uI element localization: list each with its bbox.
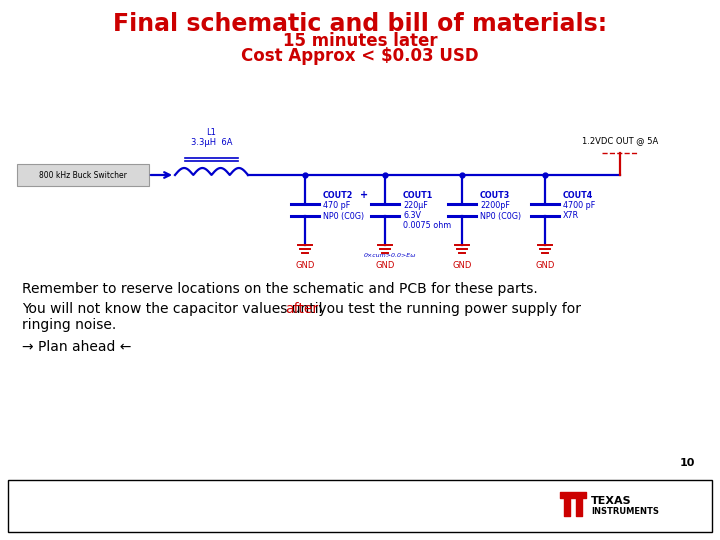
Text: 470 pF: 470 pF [323,201,350,211]
Text: 800 kHz Buck Switcher: 800 kHz Buck Switcher [39,171,127,179]
Text: 2200pF: 2200pF [480,201,510,211]
Text: GND: GND [375,261,395,270]
Text: INSTRUMENTS: INSTRUMENTS [591,508,659,516]
Text: 6.3V: 6.3V [403,212,421,220]
Text: 15 minutes later: 15 minutes later [283,32,437,50]
Text: NP0 (C0G): NP0 (C0G) [323,212,364,220]
Text: COUT4: COUT4 [563,192,593,200]
Text: ringing noise.: ringing noise. [22,318,116,332]
Text: Remember to reserve locations on the schematic and PCB for these parts.: Remember to reserve locations on the sch… [22,282,538,296]
Text: 10: 10 [680,458,695,468]
Text: GND: GND [452,261,472,270]
Text: GND: GND [295,261,315,270]
FancyBboxPatch shape [8,480,712,532]
Text: TEXAS: TEXAS [591,496,631,506]
Text: You will not know the capacitor values until: You will not know the capacitor values u… [22,302,327,316]
Text: you test the running power supply for: you test the running power supply for [315,302,582,316]
Text: 4700 pF: 4700 pF [563,201,595,211]
Text: Cost Approx < $0.03 USD: Cost Approx < $0.03 USD [241,47,479,65]
Text: 0.0075 ohm: 0.0075 ohm [403,221,451,231]
Text: X7R: X7R [563,212,579,220]
Text: 1.2VDC OUT @ 5A: 1.2VDC OUT @ 5A [582,136,658,145]
FancyBboxPatch shape [17,164,149,186]
Text: 0×cum>0.0>Eω: 0×cum>0.0>Eω [364,253,416,258]
Text: 220μF: 220μF [403,201,428,211]
Text: L1
3.3μH  6A: L1 3.3μH 6A [191,127,233,147]
Text: COUT3: COUT3 [480,192,510,200]
Text: COUT2: COUT2 [323,192,354,200]
Text: Final schematic and bill of materials:: Final schematic and bill of materials: [113,12,607,36]
Text: GND: GND [535,261,554,270]
Text: after: after [285,302,318,316]
Text: COUT1: COUT1 [403,192,433,200]
Text: NP0 (C0G): NP0 (C0G) [480,212,521,220]
Text: → Plan ahead ←: → Plan ahead ← [22,340,131,354]
Text: +: + [360,191,368,200]
